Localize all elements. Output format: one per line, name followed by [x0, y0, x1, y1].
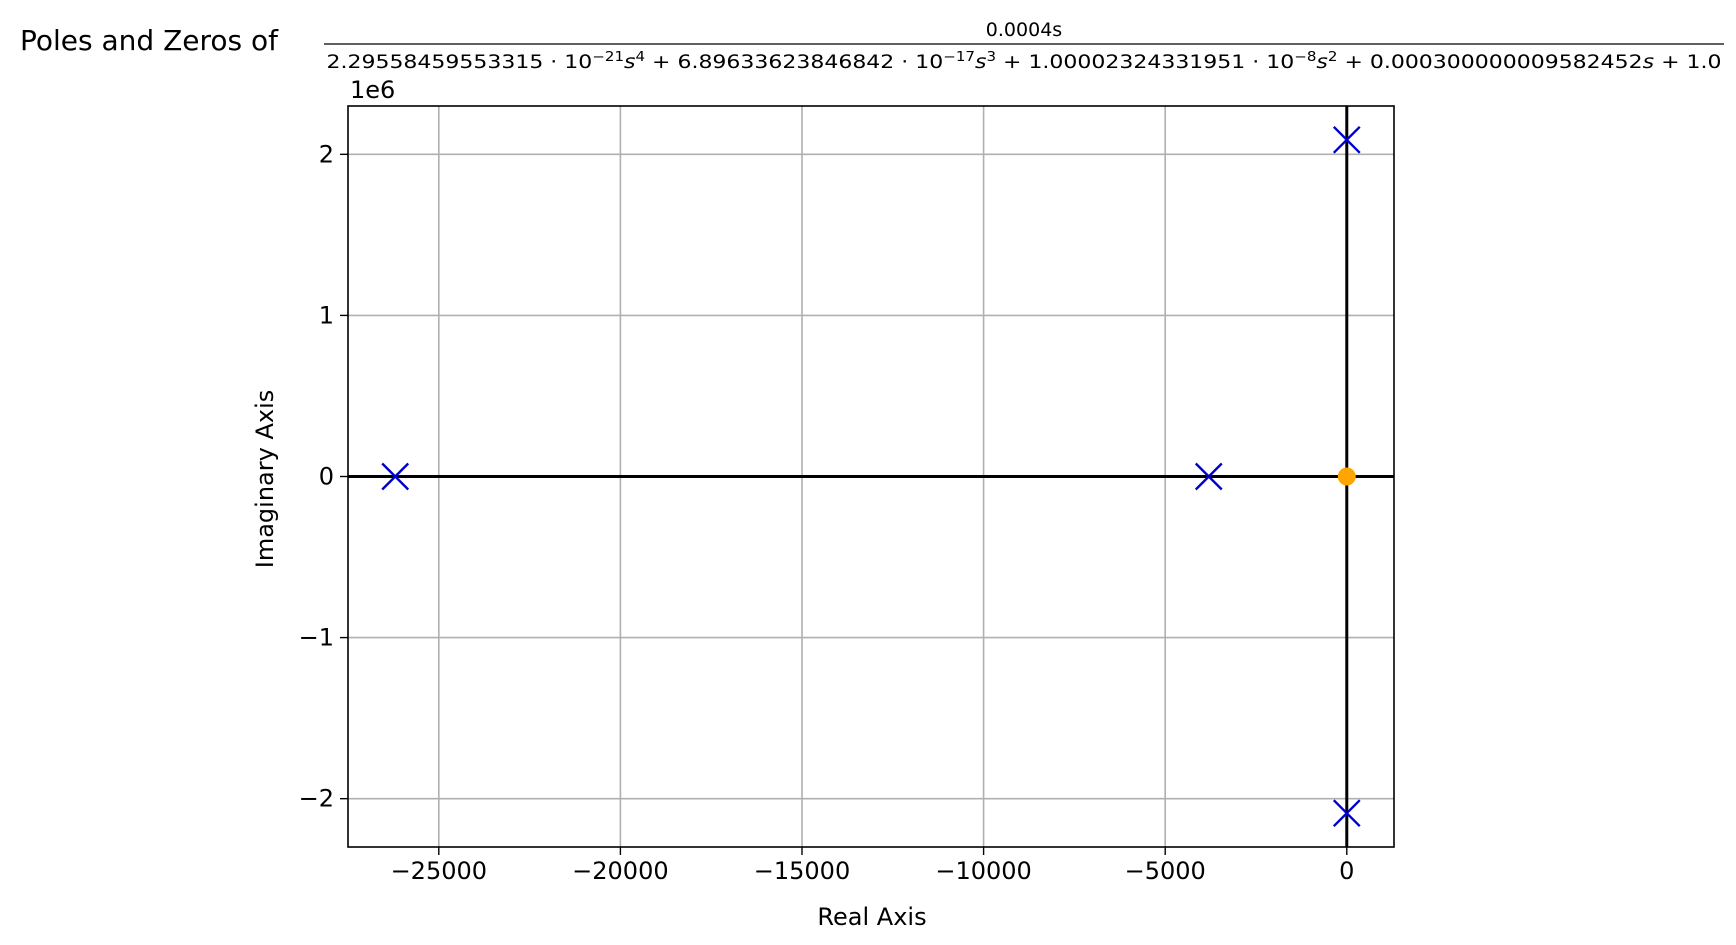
title-denominator-part: s — [624, 51, 636, 73]
y-axis-offset-label: 1e6 — [350, 76, 395, 104]
title-denominator-part: 2 — [1328, 50, 1338, 65]
y-tick-label: 2 — [319, 140, 334, 168]
title-denominator-part: s — [1316, 51, 1328, 73]
pole-marker — [1332, 125, 1361, 154]
title-denominator: 2.29558459553315 · 10 −21 s 4 + 6.896336238… — [327, 50, 1722, 73]
pole-marker — [1332, 799, 1361, 828]
x-tick-label: −20000 — [572, 857, 668, 885]
x-axis-label: Real Axis — [817, 903, 926, 931]
x-tick-label: 0 — [1339, 857, 1354, 885]
title-numerator: 0.0004s — [986, 19, 1062, 41]
pole-marker — [381, 462, 410, 491]
title-denominator-part: + 6.89633623846842 · 10 — [645, 51, 943, 73]
title-denominator-part: s — [975, 51, 987, 73]
y-tick-label: −1 — [299, 624, 334, 652]
pole-marker-stroke — [1332, 125, 1361, 154]
pole-marker — [1194, 462, 1223, 491]
title-denominator-part: −21 — [592, 50, 624, 65]
title-denominator-part: 3 — [986, 50, 996, 65]
y-tick-label: −2 — [299, 785, 334, 813]
y-tick-label: 1 — [319, 301, 334, 329]
title-denominator-part: + 1.0 — [1654, 51, 1721, 73]
x-tick-label: −5000 — [1125, 857, 1206, 885]
title-prefix: Poles and Zeros of — [20, 24, 279, 57]
x-tick-label: −15000 — [754, 857, 850, 885]
x-axis-ticks: −25000 −20000 −15000 −10000 −5000 0 — [391, 847, 1354, 885]
pole-marker-stroke — [1194, 462, 1223, 491]
title-denominator-part: 2.29558459553315 · 10 — [327, 51, 593, 73]
title-denominator-part: + 0.00030000000958245 — [1337, 51, 1628, 73]
pole-marker-stroke — [1332, 799, 1361, 828]
pole-zero-markers — [381, 125, 1361, 828]
x-tick-label: −10000 — [935, 857, 1031, 885]
zero-marker — [1337, 467, 1356, 486]
title-denominator-part: + 1.00002324331951 · 10 — [996, 51, 1294, 73]
y-axis-ticks: −2 −1 0 1 2 — [299, 140, 348, 813]
title-denominator-part: 4 — [635, 50, 645, 65]
chart-title: Poles and Zeros of 0.0004s 2.29558459553… — [20, 19, 1724, 73]
title-denominator-part: 2 — [1629, 51, 1643, 73]
pole-marker-stroke — [381, 462, 410, 491]
x-tick-label: −25000 — [391, 857, 487, 885]
title-denominator-part: −8 — [1294, 50, 1316, 65]
y-tick-label: 0 — [319, 463, 334, 491]
y-axis-label: Imaginary Axis — [251, 390, 279, 568]
title-denominator-part: s — [1643, 51, 1655, 73]
title-denominator-part: −17 — [943, 50, 975, 65]
